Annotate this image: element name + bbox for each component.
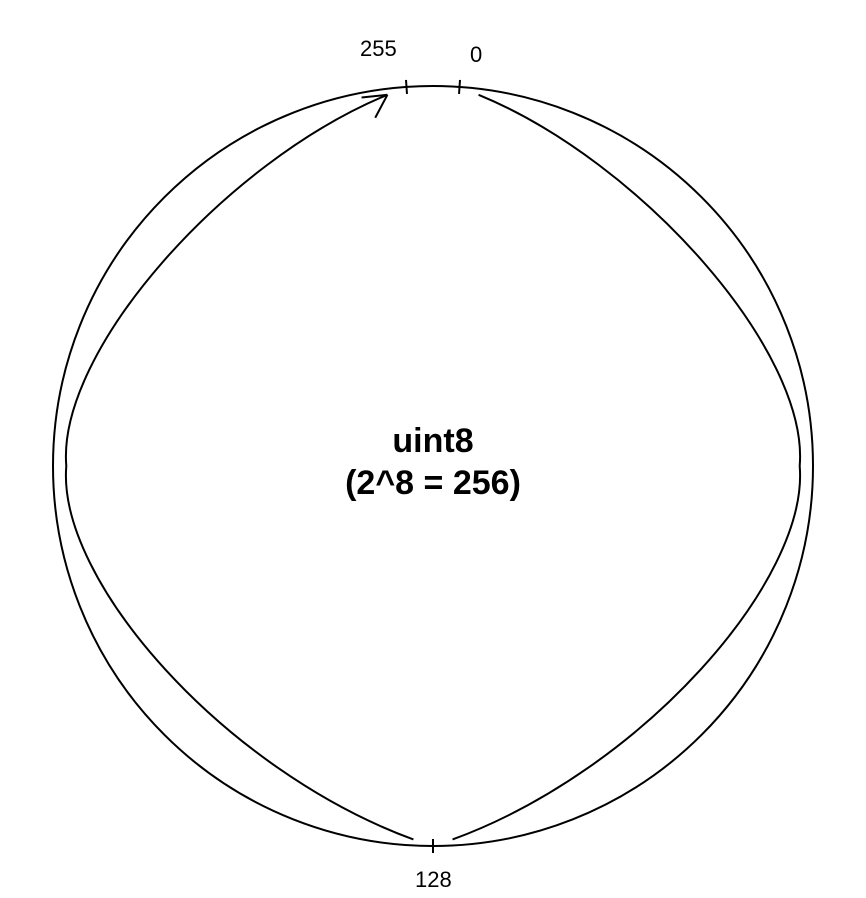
center-label-line2: (2^8 = 256) <box>345 464 521 502</box>
uint8-wraparound-diagram: 0 255 128 uint8 (2^8 = 256) <box>0 0 866 898</box>
tick-255 <box>406 80 407 94</box>
tick-0-label: 0 <box>470 42 482 67</box>
tick-255-label: 255 <box>360 36 397 61</box>
tick-128-label: 128 <box>415 867 452 892</box>
arrowhead-icon <box>362 95 388 118</box>
tick-0 <box>459 80 460 94</box>
center-label-line1: uint8 <box>392 422 473 460</box>
